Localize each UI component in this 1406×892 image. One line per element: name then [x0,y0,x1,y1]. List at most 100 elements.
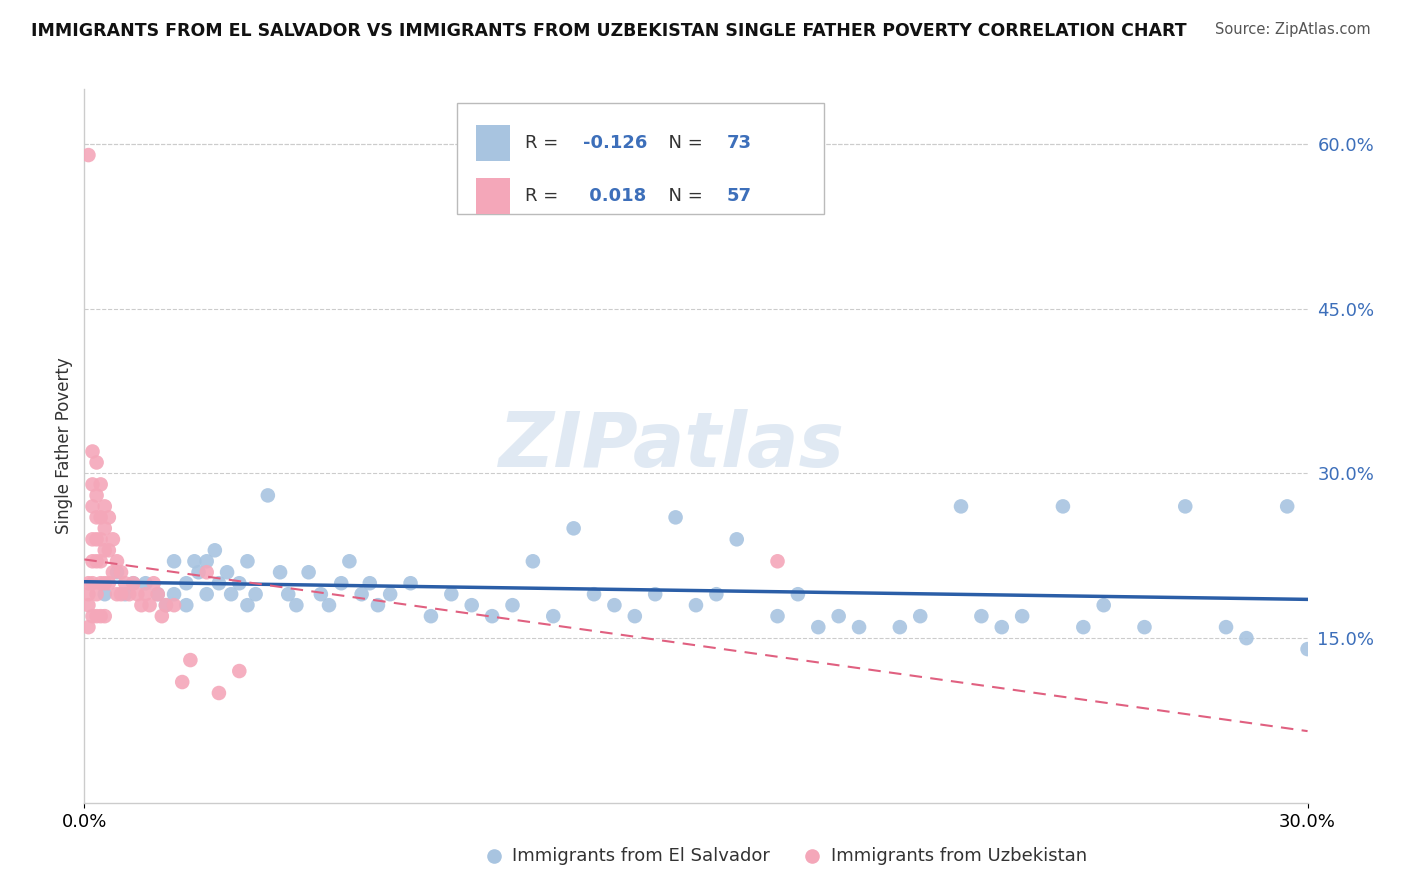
Point [86,455,108,469]
Point [90,533,112,547]
Point [766,609,789,624]
Point [269,566,291,580]
Point [90,477,112,491]
Point [399,576,422,591]
Point [90,609,112,624]
FancyBboxPatch shape [457,103,824,214]
Point [367,598,389,612]
Text: 57: 57 [727,187,752,205]
Point [298,566,321,580]
Point [309,587,332,601]
Point [848,620,870,634]
Point [1215,620,1237,634]
Text: R =: R = [524,187,564,205]
Point [82,444,104,458]
Point [277,587,299,601]
Point [146,587,169,601]
Point [522,554,544,568]
Point [90,576,112,591]
Point [77,576,100,591]
Point [245,587,267,601]
Point [86,587,108,601]
Point [236,598,259,612]
Point [228,576,250,591]
Text: IMMIGRANTS FROM EL SALVADOR VS IMMIGRANTS FROM UZBEKISTAN SINGLE FATHER POVERTY : IMMIGRANTS FROM EL SALVADOR VS IMMIGRANT… [31,22,1187,40]
Point [236,554,259,568]
Point [86,510,108,524]
Point [380,587,402,601]
Point [644,587,666,601]
Point [195,566,218,580]
Point [179,653,201,667]
Point [766,554,789,568]
Point [163,598,186,612]
Point [208,576,231,591]
Point [440,587,463,601]
Point [146,587,169,601]
FancyBboxPatch shape [475,125,510,161]
Point [138,598,160,612]
Point [93,576,115,591]
Point [685,598,707,612]
Point [163,554,186,568]
Point [481,609,503,624]
Point [1133,620,1156,634]
Point [135,576,157,591]
Point [1236,631,1258,645]
Point [86,533,108,547]
Point [318,598,340,612]
Point [77,620,100,634]
Point [228,664,250,678]
Point [787,587,810,601]
Point [1073,620,1095,634]
Point [195,587,218,601]
Point [543,609,565,624]
Point [105,566,128,580]
Point [339,554,361,568]
Point [461,598,484,612]
Point [150,609,173,624]
Point [131,598,153,612]
Point [665,510,688,524]
Point [950,500,973,514]
Point [127,587,149,601]
Point [105,587,128,601]
Text: 0.018: 0.018 [583,187,647,205]
Point [219,587,242,601]
Point [97,576,120,591]
Point [122,576,145,591]
Point [142,576,165,591]
Point [86,609,108,624]
Point [86,488,108,502]
Point [195,554,218,568]
Point [105,554,128,568]
Point [82,477,104,491]
Point [187,566,209,580]
Point [183,554,205,568]
Point [101,533,124,547]
Point [970,609,993,624]
Point [93,500,115,514]
Point [93,587,115,601]
Point [77,598,100,612]
Point [114,576,136,591]
Point [217,566,239,580]
Point [1296,642,1319,657]
Point [77,587,100,601]
Text: -0.126: -0.126 [583,134,648,152]
Point [420,609,443,624]
Point [991,620,1014,634]
Point [97,510,120,524]
Point [90,510,112,524]
Text: 73: 73 [727,134,752,152]
Text: Immigrants from El Salvador: Immigrants from El Salvador [513,847,770,865]
Point [1092,598,1115,612]
Point [86,554,108,568]
Point [110,566,132,580]
Point [330,576,353,591]
Point [122,576,145,591]
Point [828,609,851,624]
Point [93,521,115,535]
Point [93,543,115,558]
Text: N =: N = [657,187,709,205]
